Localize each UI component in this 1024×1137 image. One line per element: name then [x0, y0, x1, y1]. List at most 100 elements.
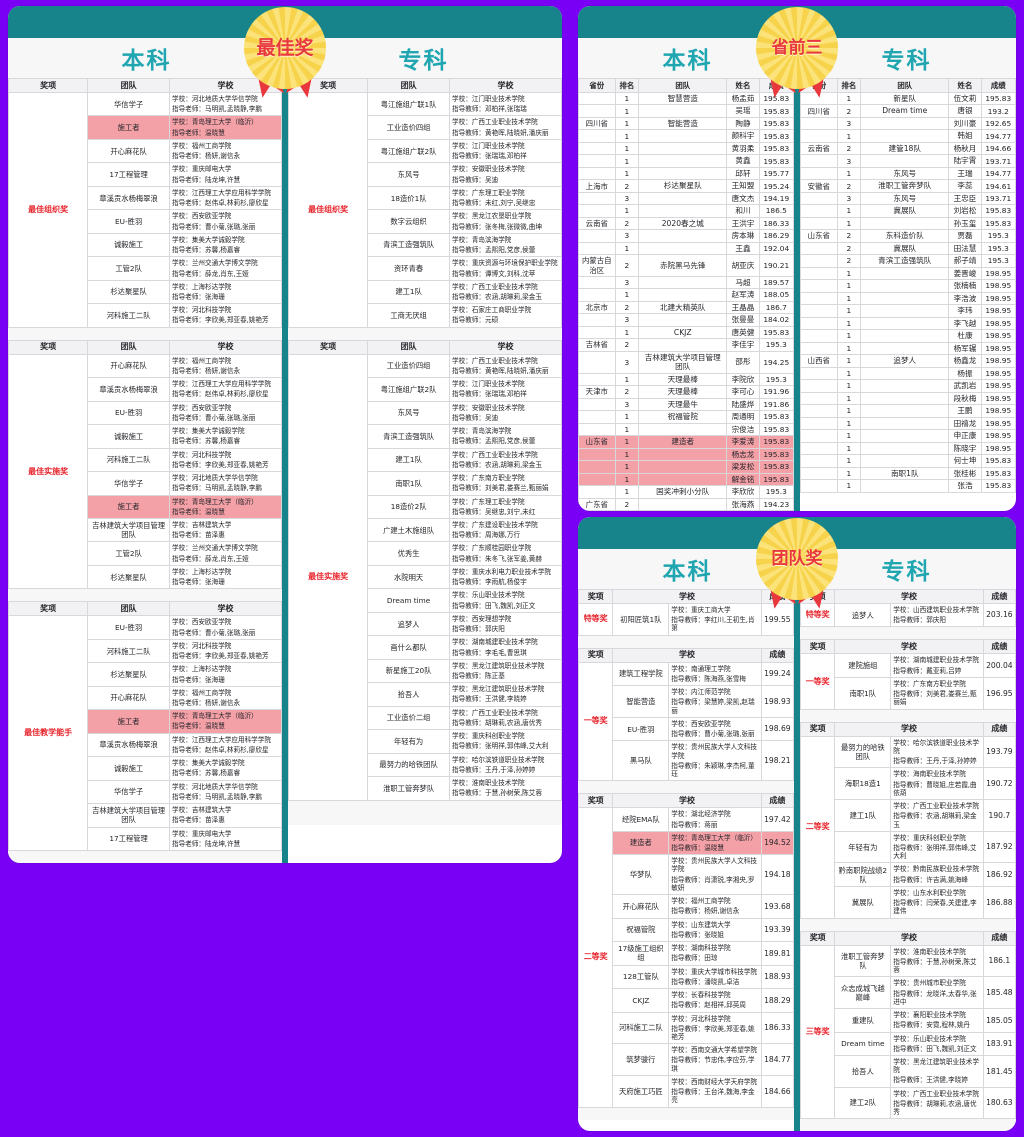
team-name-cell[interactable]	[638, 497, 728, 511]
team-name-cell[interactable]: 重建队	[834, 1008, 892, 1033]
team-name-cell[interactable]: 资环青春	[367, 256, 451, 281]
team-name-cell[interactable]	[860, 216, 950, 231]
team-name-cell[interactable]: 优秀生	[367, 541, 451, 566]
team-name-cell[interactable]: 17工程管理	[87, 162, 171, 187]
team-name-cell[interactable]: 冀展队	[860, 204, 950, 218]
team-name-cell[interactable]: 128工管队	[612, 964, 670, 990]
team-name-cell[interactable]	[638, 141, 728, 156]
team-name-cell[interactable]: 国奖冲刺小分队	[638, 485, 728, 499]
team-name-cell[interactable]: 数字云组织	[367, 209, 451, 234]
team-name-cell[interactable]: 赤院黑马先锋	[638, 254, 728, 277]
team-name-cell[interactable]: 青滨工造强筑队	[367, 424, 451, 449]
team-name-cell[interactable]: 17级施工组织组	[612, 941, 670, 966]
team-name-cell[interactable]	[638, 154, 728, 168]
team-name-cell[interactable]: 工管2队	[87, 541, 171, 566]
team-name-cell[interactable]	[638, 472, 728, 487]
team-name-cell[interactable]: 工业造价四组	[367, 353, 451, 379]
team-name-cell[interactable]	[860, 316, 950, 331]
team-name-cell[interactable]: 最努力的哈铁团队	[834, 735, 892, 769]
team-name-cell[interactable]: 施工者	[87, 115, 171, 140]
team-name-cell[interactable]: 画什么都队	[367, 635, 451, 660]
team-name-cell[interactable]	[860, 291, 950, 306]
team-name-cell[interactable]: 南职1队	[367, 471, 451, 496]
team-name-cell[interactable]: 追梦人	[367, 611, 451, 637]
team-name-cell[interactable]: 2020春之城	[638, 216, 728, 231]
team-name-cell[interactable]	[860, 416, 950, 431]
team-name-cell[interactable]: 东风号	[367, 400, 451, 426]
team-name-cell[interactable]	[860, 279, 950, 293]
team-name-cell[interactable]	[860, 379, 950, 393]
team-name-cell[interactable]: EU-胜羽	[87, 615, 171, 640]
team-name-cell[interactable]: 新星队	[860, 91, 950, 106]
team-name-cell[interactable]: 华信学子	[87, 91, 171, 117]
team-name-cell[interactable]: 杉达聚星队	[87, 279, 171, 305]
team-name-cell[interactable]: 追梦人	[860, 354, 950, 368]
team-name-cell[interactable]: 最努力的哈铁团队	[367, 752, 451, 778]
team-name-cell[interactable]	[638, 460, 728, 474]
team-name-cell[interactable]: 诚毅施工	[87, 424, 171, 449]
team-name-cell[interactable]: 年轻有为	[367, 729, 451, 754]
team-name-cell[interactable]: 年轻有为	[834, 830, 892, 864]
team-name-cell[interactable]: 粤江施组广联2队	[367, 138, 451, 164]
team-name-cell[interactable]: 吉林建筑大学项目管理团队	[87, 803, 171, 828]
team-name-cell[interactable]	[860, 478, 950, 493]
team-name-cell[interactable]: 吉林建筑大学项目管理团队	[87, 517, 171, 543]
team-name-cell[interactable]: 天理最牛	[638, 397, 728, 412]
team-name-cell[interactable]: 诚毅施工	[87, 756, 171, 781]
team-name-cell[interactable]: 追梦人	[834, 602, 892, 628]
team-name-cell[interactable]: 建管18队	[860, 141, 950, 156]
team-name-cell[interactable]	[860, 341, 950, 356]
team-name-cell[interactable]	[638, 204, 728, 218]
team-name-cell[interactable]: 开心麻花队	[87, 353, 171, 379]
team-name-cell[interactable]	[638, 191, 728, 206]
team-name-cell[interactable]: 淮职工管奔梦队	[367, 776, 451, 801]
team-name-cell[interactable]	[860, 391, 950, 406]
team-name-cell[interactable]: 黔南职院战绩2队	[834, 862, 892, 887]
team-name-cell[interactable]: 祝福管院	[638, 410, 728, 424]
team-name-cell[interactable]: 东风号	[367, 162, 451, 187]
team-name-cell[interactable]: EU-胜羽	[87, 209, 171, 234]
team-name-cell[interactable]: 章溪贡水杨梅翠浪	[87, 377, 171, 402]
team-name-cell[interactable]: Dream time	[834, 1031, 892, 1056]
team-name-cell[interactable]: 初阳匠筑1队	[612, 603, 670, 636]
team-name-cell[interactable]: CKJZ	[612, 988, 670, 1013]
team-name-cell[interactable]: 天理最棒	[638, 385, 728, 399]
team-name-cell[interactable]	[638, 313, 728, 327]
team-name-cell[interactable]: CKJZ	[638, 325, 728, 340]
team-name-cell[interactable]: 工业造价二组	[367, 705, 451, 731]
team-name-cell[interactable]: 18造价2队	[367, 494, 451, 519]
team-name-cell[interactable]: 黑马队	[612, 740, 670, 782]
team-name-cell[interactable]: 河科施工二队	[87, 447, 171, 473]
team-name-cell[interactable]	[638, 338, 728, 352]
team-name-cell[interactable]: 天府施工巧匠	[612, 1074, 670, 1108]
team-name-cell[interactable]: 冀展队	[834, 885, 892, 919]
team-name-cell[interactable]: 南职1队	[834, 676, 892, 710]
team-name-cell[interactable]: 天理最棒	[638, 372, 728, 387]
team-name-cell[interactable]: 建工1队	[367, 279, 451, 305]
team-name-cell[interactable]	[638, 288, 728, 302]
team-name-cell[interactable]: 开心麻花队	[612, 894, 670, 919]
team-name-cell[interactable]: 建造者	[638, 435, 728, 449]
team-name-cell[interactable]	[860, 441, 950, 456]
team-name-cell[interactable]: 建工2队	[834, 1086, 892, 1120]
team-name-cell[interactable]: 筑梦骏行	[612, 1043, 670, 1076]
team-name-cell[interactable]: 建造者	[612, 830, 670, 856]
team-name-cell[interactable]	[860, 304, 950, 318]
team-name-cell[interactable]	[638, 129, 728, 143]
team-name-cell[interactable]: 华梦队	[612, 854, 670, 896]
team-name-cell[interactable]	[860, 366, 950, 381]
team-name-cell[interactable]	[638, 241, 728, 256]
team-name-cell[interactable]: 工管2队	[87, 256, 171, 281]
team-name-cell[interactable]: 冀展队	[860, 241, 950, 256]
team-name-cell[interactable]: 开心麻花队	[87, 685, 171, 711]
team-name-cell[interactable]: 章溪贡水杨梅翠浪	[87, 732, 171, 758]
team-name-cell[interactable]: 经院EMA队	[612, 807, 670, 832]
team-name-cell[interactable]: 章溪贡水杨梅翠浪	[87, 185, 171, 211]
team-name-cell[interactable]: 淮职工管奔梦队	[834, 944, 892, 978]
team-name-cell[interactable]	[860, 329, 950, 343]
team-name-cell[interactable]: Dream time	[860, 104, 950, 118]
team-name-cell[interactable]: 智能营造	[638, 116, 728, 131]
team-name-cell[interactable]: 吉林建筑大学项目管理团队	[638, 350, 728, 374]
team-name-cell[interactable]: 拾吾人	[367, 682, 451, 707]
team-name-cell[interactable]: 诚毅施工	[87, 232, 171, 258]
